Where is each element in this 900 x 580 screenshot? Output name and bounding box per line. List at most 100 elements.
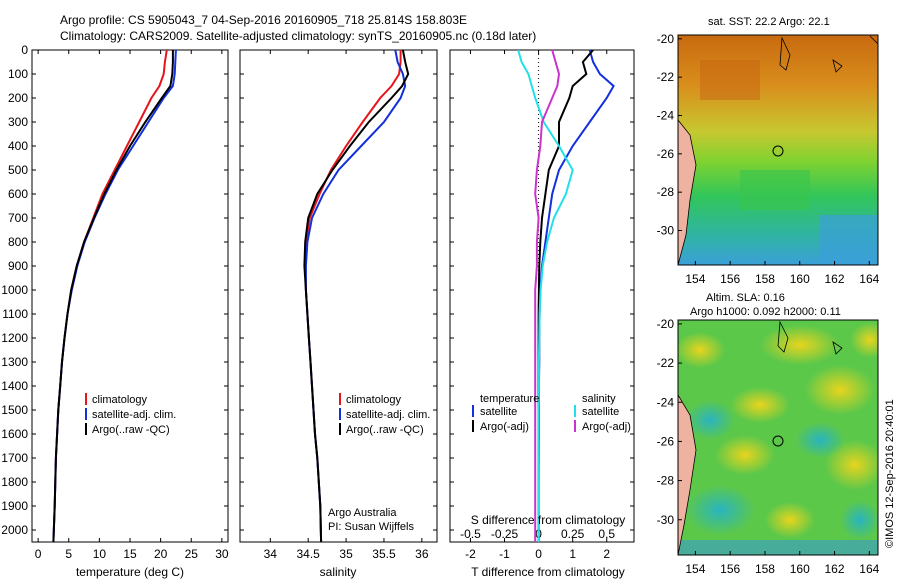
x-tick-label: 35.5 <box>372 547 396 561</box>
y-tick-label: -20 <box>657 317 675 331</box>
y-tick-label: 1800 <box>1 475 28 489</box>
temperature-legend: climatology satellite-adj. clim. Argo(..… <box>85 393 176 436</box>
x-tick-label: 154 <box>685 562 705 576</box>
credit-pi: PI: Susan Wijffels <box>328 521 414 533</box>
sla-argo-location-marker <box>772 435 784 447</box>
s-difference-x-axis: -0.5-0.2500.250.5 <box>460 527 615 541</box>
legend-t-satellite: satellite <box>480 406 517 418</box>
sst-map-x-axis: 154 156 158 160 162 164 <box>685 261 880 286</box>
x-tick-label: 164 <box>859 272 879 286</box>
x-tick-label: 160 <box>790 562 810 576</box>
x-tick-label: 162 <box>825 272 845 286</box>
x-tick-label: 2 <box>603 547 610 561</box>
imos-timestamp: ©IMOS 12-Sep-2016 20:40:01 <box>884 399 896 548</box>
y-tick-label: 100 <box>8 67 28 81</box>
x-tick-label: 160 <box>790 272 810 286</box>
series-line-argo-adj- <box>537 49 594 542</box>
y-tick-label: 1000 <box>1 283 28 297</box>
series-line-satellite <box>537 49 615 542</box>
temperature-plot-frame <box>31 49 229 543</box>
x-tick-label-top: 0.5 <box>598 527 615 541</box>
y-tick-label: 500 <box>8 163 28 177</box>
x-tick-label: 162 <box>825 562 845 576</box>
series-line-argo-raw-qc- <box>303 49 410 543</box>
x-tick-label: 36 <box>415 547 429 561</box>
series-line-satellite <box>517 49 574 542</box>
sla-map-subtitle: Argo h1000: 0.092 h2000: 0.11 <box>690 306 841 318</box>
x-tick-label: 156 <box>720 272 740 286</box>
difference-legend: temperature salinity satellite Argo(-adj… <box>472 393 631 433</box>
sst-argo-location-marker <box>772 145 784 157</box>
salinity-x-axis: 34 34.5 35 35.5 36 <box>264 50 429 561</box>
salinity-legend: climatology satellite-adj. clim. Argo(..… <box>339 393 430 436</box>
x-tick-label: 10 <box>93 547 107 561</box>
depth-axis: 0 100 200 300 400 500 600 700 800 900 1000 1100 1200… <box>1 43 634 537</box>
legend-s-satellite: satellite <box>582 406 619 418</box>
y-tick-label: -30 <box>657 513 675 527</box>
y-tick-label: 900 <box>8 259 28 273</box>
y-tick-label: 1500 <box>1 403 28 417</box>
series-line-argo-raw-qc- <box>52 50 174 543</box>
y-tick-label: 1700 <box>1 451 28 465</box>
series-line-satellite-adj-clim- <box>304 49 407 543</box>
x-tick-label: -1 <box>499 547 510 561</box>
salinity-series <box>303 49 410 543</box>
figure-title-line1: Argo profile: CS 5905043_7 04-Sep-2016 2… <box>60 13 467 27</box>
y-tick-label: -20 <box>657 32 675 46</box>
sst-map <box>678 35 878 265</box>
legend-satellite-adj: satellite-adj. clim. <box>346 409 430 421</box>
difference-plot-frame <box>449 49 635 543</box>
sla-map-x-axis: 154 156 158 160 162 164 <box>685 551 880 576</box>
y-tick-label: 200 <box>8 91 28 105</box>
sla-map <box>678 320 878 555</box>
difference-series <box>517 49 615 542</box>
y-tick-label: 1200 <box>1 331 28 345</box>
y-tick-label: 700 <box>8 211 28 225</box>
sla-map-title: Altim. SLA: 0.16 <box>706 292 785 304</box>
series-line-climatology <box>304 50 402 543</box>
y-tick-label: 0 <box>21 43 28 57</box>
x-tick-label: -2 <box>465 547 476 561</box>
legend-title-salinity: salinity <box>582 393 616 405</box>
y-tick-label: 2000 <box>1 523 28 537</box>
legend-argo: Argo(..raw -QC) <box>92 424 170 436</box>
y-tick-label: 1300 <box>1 355 28 369</box>
y-tick-label: 300 <box>8 115 28 129</box>
salinity-xlabel: salinity <box>320 565 357 579</box>
sst-map-frame <box>677 34 879 266</box>
legend-argo: Argo(..raw -QC) <box>346 424 424 436</box>
y-tick-label: -28 <box>657 185 675 199</box>
y-tick-label: -22 <box>657 356 675 370</box>
y-tick-label: 800 <box>8 235 28 249</box>
y-tick-label: -26 <box>657 434 675 448</box>
x-tick-label: 154 <box>685 272 705 286</box>
x-tick-label: 5 <box>65 547 72 561</box>
x-tick-label-top: -0.5 <box>460 527 481 541</box>
x-tick-label: 1 <box>569 547 576 561</box>
y-tick-label: 1400 <box>1 379 28 393</box>
series-line-satellite-adj-clim- <box>52 49 177 543</box>
y-tick-label: 1100 <box>2 307 28 321</box>
x-tick-label: 34 <box>264 547 278 561</box>
x-tick-label-top: 0.25 <box>561 527 585 541</box>
x-tick-label: 34.5 <box>297 547 321 561</box>
legend-s-argo: Argo(-adj) <box>582 421 631 433</box>
legend-title-temperature: temperature <box>480 393 539 405</box>
sla-map-y-axis: -20 -22 -24 -26 -28 -30 <box>657 317 682 527</box>
y-tick-label: 1600 <box>1 427 28 441</box>
x-tick-label: 30 <box>215 547 229 561</box>
credit-org: Argo Australia <box>328 507 397 519</box>
x-tick-label: 35 <box>339 547 353 561</box>
s-difference-xlabel: S difference from climatology <box>471 513 626 527</box>
y-tick-label: -28 <box>657 474 675 488</box>
x-tick-label: 15 <box>123 547 137 561</box>
legend-satellite-adj: satellite-adj. clim. <box>92 409 176 421</box>
salinity-plot-frame <box>239 49 438 543</box>
y-tick-label: 1900 <box>1 499 28 513</box>
legend-climatology: climatology <box>346 394 402 406</box>
temperature-xlabel: temperature (deg C) <box>76 565 184 579</box>
x-tick-label: 164 <box>859 562 879 576</box>
series-line-argo-adj- <box>534 49 561 542</box>
figure-title-line2: Climatology: CARS2009. Satellite-adjuste… <box>60 29 536 43</box>
